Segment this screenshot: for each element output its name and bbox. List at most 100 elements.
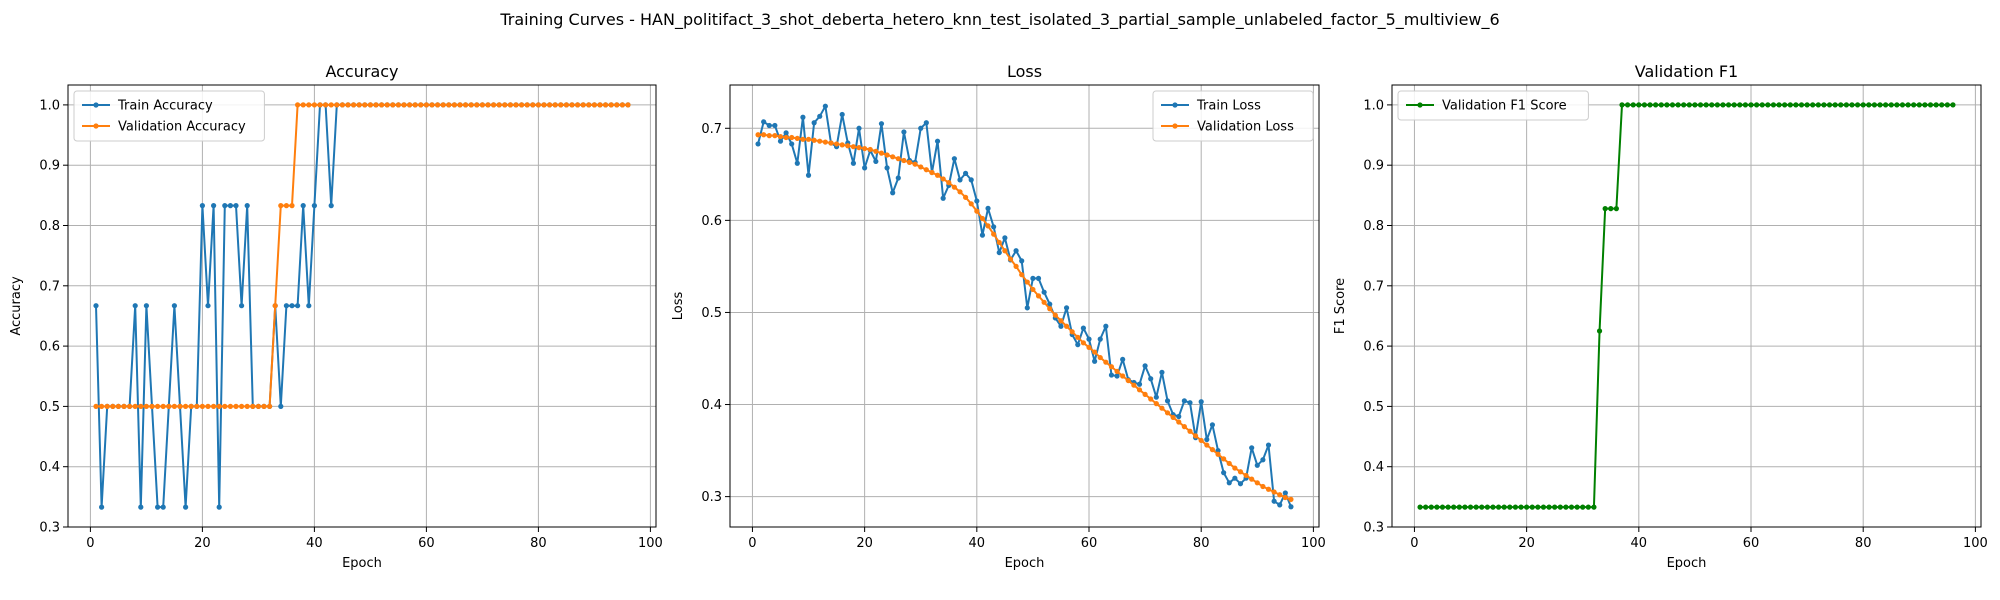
data-point xyxy=(1030,286,1036,293)
data-point xyxy=(580,102,586,108)
data-point xyxy=(1686,102,1692,108)
data-point xyxy=(817,138,823,144)
data-point xyxy=(985,223,991,229)
data-point xyxy=(1563,504,1569,510)
data-point xyxy=(328,203,334,209)
series-validation-accuracy xyxy=(93,102,631,409)
data-point xyxy=(940,176,946,182)
data-point xyxy=(1159,405,1165,411)
data-point xyxy=(289,203,295,209)
data-point xyxy=(1647,102,1653,108)
series-line xyxy=(757,105,1292,508)
data-point xyxy=(295,303,301,309)
data-point xyxy=(552,102,558,108)
data-point xyxy=(541,102,547,108)
chart-panel-3: 0 20 40 60 80 100 0.3 0.4 0.5 0.6 0.7 0.8 0.9 1.0 Vali… xyxy=(1333,62,1988,571)
data-point xyxy=(1798,102,1805,108)
data-point xyxy=(1787,102,1793,108)
data-point xyxy=(884,165,890,171)
data-point xyxy=(1608,206,1614,212)
data-point xyxy=(1546,504,1552,510)
data-point xyxy=(1176,413,1182,420)
data-point xyxy=(901,157,907,164)
data-point xyxy=(1226,460,1232,467)
data-point xyxy=(878,150,885,156)
data-point xyxy=(1434,504,1440,510)
data-point xyxy=(614,102,620,108)
data-point xyxy=(1585,504,1591,510)
data-point xyxy=(895,156,901,162)
data-point xyxy=(1164,398,1171,404)
data-point xyxy=(93,403,99,409)
data-point xyxy=(991,231,997,237)
data-point xyxy=(850,144,857,150)
data-point xyxy=(558,102,564,108)
data-point xyxy=(912,161,918,167)
data-point xyxy=(991,224,997,230)
data-point xyxy=(1288,504,1294,510)
data-point xyxy=(1254,480,1260,486)
data-point xyxy=(1860,102,1866,108)
data-point xyxy=(1866,102,1872,108)
x-tick-label: 0 xyxy=(86,536,94,551)
data-point xyxy=(1103,323,1109,329)
data-point xyxy=(906,159,913,165)
data-point xyxy=(923,120,929,126)
y-tick-label: 0.6 xyxy=(39,340,60,355)
axes-frame xyxy=(67,84,657,528)
y-tick-label: 0.7 xyxy=(701,122,722,137)
y-tick-label: 0.5 xyxy=(39,400,60,415)
y-tick-label: 1.0 xyxy=(39,98,60,113)
data-point xyxy=(233,403,239,409)
data-point xyxy=(1153,401,1159,407)
x-tick-label: 60 xyxy=(1743,536,1760,551)
data-point xyxy=(199,403,205,409)
data-point xyxy=(777,138,784,144)
data-point xyxy=(1725,102,1732,108)
data-point xyxy=(1198,399,1204,405)
data-point xyxy=(379,102,385,108)
y-tick-label: 0.7 xyxy=(39,279,60,294)
data-point xyxy=(1883,102,1889,108)
data-point xyxy=(171,303,177,309)
data-point xyxy=(833,141,840,147)
data-point xyxy=(1097,336,1103,342)
y-tick-label: 0.9 xyxy=(39,159,60,174)
data-point xyxy=(1215,451,1221,457)
data-point xyxy=(963,170,969,176)
data-point xyxy=(940,195,946,201)
data-point xyxy=(306,102,312,108)
data-point xyxy=(1086,344,1092,351)
chart-title: Loss xyxy=(1007,62,1042,81)
x-tick-label: 40 xyxy=(1631,536,1648,551)
series-validation-f1-score xyxy=(1417,102,1956,510)
data-point xyxy=(317,102,323,108)
data-point xyxy=(974,208,980,214)
data-point xyxy=(625,102,631,108)
legend: Train Loss Validation Loss xyxy=(1152,90,1314,142)
data-point xyxy=(1574,504,1580,510)
data-point xyxy=(761,119,767,125)
data-point xyxy=(132,303,138,309)
data-point xyxy=(311,102,317,108)
data-point xyxy=(1456,504,1462,510)
data-point xyxy=(951,184,957,190)
data-point xyxy=(608,102,614,108)
data-point xyxy=(603,102,609,108)
data-point xyxy=(1131,382,1137,388)
data-point xyxy=(1950,102,1956,108)
data-point xyxy=(1114,373,1120,379)
data-point xyxy=(429,102,435,108)
data-point xyxy=(805,172,812,178)
legend-label: Train Loss xyxy=(1196,99,1261,114)
data-point xyxy=(923,167,929,173)
data-point xyxy=(1007,256,1014,262)
data-point xyxy=(110,403,116,409)
data-point xyxy=(1821,102,1827,108)
data-point xyxy=(205,303,211,309)
legend-marker xyxy=(1172,123,1178,129)
data-point xyxy=(244,203,250,209)
data-point xyxy=(1484,504,1490,510)
chart-panel-2: 0 20 40 60 80 100 0.3 0.4 0.5 0.6 0.7 Loss Epoch Loss… xyxy=(671,62,1326,571)
